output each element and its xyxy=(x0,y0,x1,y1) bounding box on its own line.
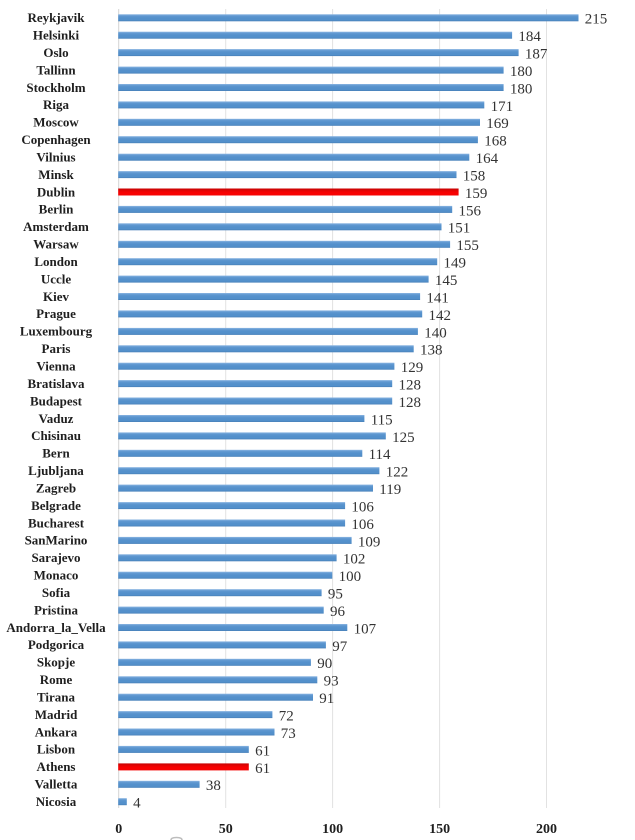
svg-text:73: 73 xyxy=(281,726,296,742)
svg-text:164: 164 xyxy=(476,151,499,167)
svg-text:Berlin: Berlin xyxy=(39,202,74,217)
svg-text:Helsinki: Helsinki xyxy=(33,28,80,43)
svg-text:128: 128 xyxy=(399,395,422,411)
svg-text:Budapest: Budapest xyxy=(30,393,83,408)
svg-text:61: 61 xyxy=(255,761,270,777)
svg-text:122: 122 xyxy=(386,465,409,481)
svg-text:140: 140 xyxy=(424,325,447,341)
svg-text:Amsterdam: Amsterdam xyxy=(23,219,89,234)
svg-text:168: 168 xyxy=(484,134,507,150)
svg-text:151: 151 xyxy=(448,221,471,237)
svg-text:Vaduz: Vaduz xyxy=(39,411,74,426)
svg-text:159: 159 xyxy=(465,186,488,202)
svg-text:184: 184 xyxy=(518,29,541,45)
svg-text:142: 142 xyxy=(429,308,452,324)
svg-text:171: 171 xyxy=(491,99,513,115)
svg-text:109: 109 xyxy=(358,534,381,550)
svg-text:Rome: Rome xyxy=(40,672,73,687)
svg-text:Warsaw: Warsaw xyxy=(33,237,79,252)
svg-text:Vienna: Vienna xyxy=(36,359,76,374)
svg-text:Podgorica: Podgorica xyxy=(28,637,85,652)
svg-text:Athens: Athens xyxy=(36,759,75,774)
svg-text:Andorra_la_Vella: Andorra_la_Vella xyxy=(6,620,106,635)
svg-text:169: 169 xyxy=(486,116,509,132)
svg-text:97: 97 xyxy=(332,639,348,655)
svg-text:100: 100 xyxy=(322,822,343,837)
svg-text:Zagreb: Zagreb xyxy=(36,480,76,495)
svg-text:200: 200 xyxy=(536,822,557,837)
svg-text:Skopje: Skopje xyxy=(37,655,76,670)
svg-text:180: 180 xyxy=(510,81,533,97)
svg-text:Riga: Riga xyxy=(43,97,70,112)
svg-text:Bucharest: Bucharest xyxy=(28,515,85,530)
svg-text:138: 138 xyxy=(420,343,443,359)
svg-text:158: 158 xyxy=(463,169,486,185)
svg-text:Chisinau: Chisinau xyxy=(31,428,81,443)
svg-text:155: 155 xyxy=(456,238,479,254)
svg-text:Luxembourg: Luxembourg xyxy=(20,324,93,339)
svg-text:125: 125 xyxy=(392,430,415,446)
svg-text:Bern: Bern xyxy=(42,446,70,461)
svg-text:215: 215 xyxy=(585,12,608,28)
svg-text:149: 149 xyxy=(444,256,467,272)
svg-text:91: 91 xyxy=(319,691,334,707)
svg-text:156: 156 xyxy=(459,203,482,219)
svg-text:0: 0 xyxy=(115,822,122,837)
svg-text:London: London xyxy=(34,254,78,269)
svg-text:119: 119 xyxy=(379,482,401,498)
svg-text:Sofia: Sofia xyxy=(42,585,71,600)
svg-text:Ljubljana: Ljubljana xyxy=(28,463,84,478)
svg-text:90: 90 xyxy=(317,656,332,672)
svg-text:141: 141 xyxy=(426,290,449,306)
svg-text:114: 114 xyxy=(369,447,391,463)
svg-text:Minsk: Minsk xyxy=(38,167,74,182)
svg-text:115: 115 xyxy=(371,412,393,428)
svg-text:128: 128 xyxy=(399,378,422,394)
svg-text:187: 187 xyxy=(525,47,548,63)
svg-text:Paris: Paris xyxy=(42,341,71,356)
svg-text:Belgrade: Belgrade xyxy=(31,498,81,513)
svg-text:Lisbon: Lisbon xyxy=(37,742,76,757)
svg-text:Stockholm: Stockholm xyxy=(26,80,85,95)
svg-text:102: 102 xyxy=(343,552,366,568)
svg-text:106: 106 xyxy=(351,500,374,516)
svg-text:Tirana: Tirana xyxy=(37,690,76,705)
svg-text:Madrid: Madrid xyxy=(35,707,78,722)
svg-text:96: 96 xyxy=(330,604,346,620)
svg-text:95: 95 xyxy=(328,587,343,603)
svg-text:61: 61 xyxy=(255,743,270,759)
svg-text:Uccle: Uccle xyxy=(41,271,72,286)
svg-text:Kiev: Kiev xyxy=(43,289,69,304)
svg-text:50: 50 xyxy=(219,822,233,837)
svg-text:72: 72 xyxy=(279,709,294,725)
svg-text:106: 106 xyxy=(351,517,374,533)
svg-text:Reykjavik: Reykjavik xyxy=(27,10,85,25)
svg-text:Vilnius: Vilnius xyxy=(36,150,75,165)
svg-text:Sarajevo: Sarajevo xyxy=(31,550,80,565)
svg-text:100: 100 xyxy=(339,569,362,585)
svg-text:Dublin: Dublin xyxy=(37,184,76,199)
svg-text:Bratislava: Bratislava xyxy=(27,376,85,391)
svg-text:Nicosia: Nicosia xyxy=(36,794,77,809)
svg-text:145: 145 xyxy=(435,273,458,289)
svg-text:Valletta: Valletta xyxy=(35,777,78,792)
svg-text:Ankara: Ankara xyxy=(35,724,78,739)
svg-text:Copenhagen: Copenhagen xyxy=(21,132,91,147)
svg-text:4: 4 xyxy=(133,796,141,812)
svg-text:Tallinn: Tallinn xyxy=(36,62,76,77)
svg-text:107: 107 xyxy=(354,621,377,637)
svg-text:Pristina: Pristina xyxy=(34,602,79,617)
svg-text:93: 93 xyxy=(324,674,339,690)
svg-text:Prague: Prague xyxy=(36,306,76,321)
svg-text:Moscow: Moscow xyxy=(33,115,79,130)
svg-text:38: 38 xyxy=(206,778,221,794)
svg-text:150: 150 xyxy=(429,822,450,837)
svg-text:129: 129 xyxy=(401,360,424,376)
svg-text:180: 180 xyxy=(510,64,533,80)
svg-text:Oslo: Oslo xyxy=(43,45,68,60)
svg-text:Monaco: Monaco xyxy=(34,568,79,583)
svg-text:SanMarino: SanMarino xyxy=(25,533,88,548)
